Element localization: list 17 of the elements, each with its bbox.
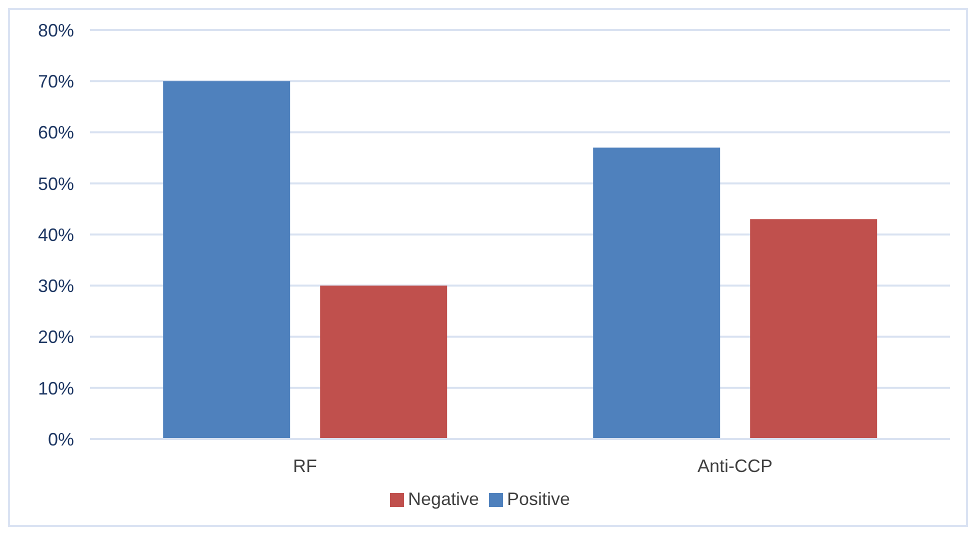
bar	[750, 219, 878, 439]
y-tick-label: 0%	[48, 429, 74, 450]
y-tick-label: 80%	[38, 20, 74, 40]
y-tick-label: 70%	[38, 72, 74, 92]
y-tick-label: 40%	[38, 224, 74, 245]
bar	[320, 286, 448, 439]
y-tick-label: 60%	[38, 122, 74, 143]
x-tick-label: Anti-CCP	[697, 456, 773, 476]
bar	[593, 148, 720, 439]
y-tick-label: 30%	[38, 276, 74, 296]
y-tick-label: 50%	[38, 174, 74, 194]
legend-label: Positive	[507, 489, 570, 509]
y-tick-label: 10%	[38, 378, 74, 398]
y-tick-label: 20%	[38, 327, 74, 348]
bar	[163, 81, 290, 439]
legend-label: Negative	[408, 489, 479, 509]
x-tick-label: RF	[293, 456, 317, 476]
